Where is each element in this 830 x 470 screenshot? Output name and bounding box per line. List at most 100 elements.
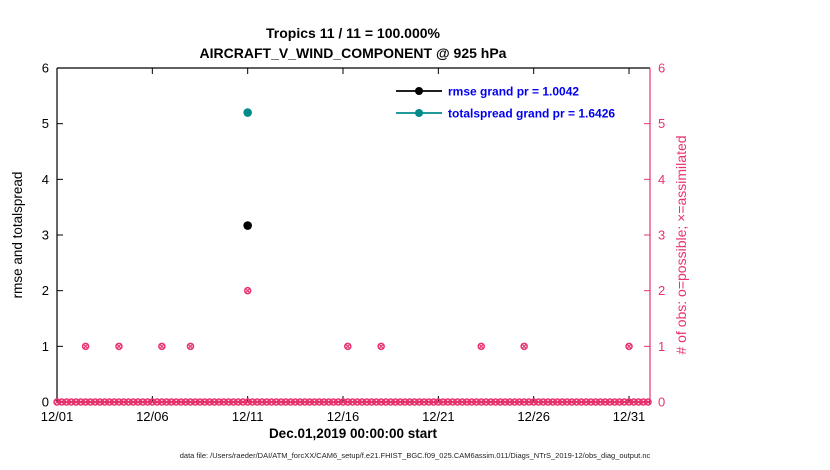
obs-possible-marker (487, 398, 495, 406)
obs-possible-marker (62, 398, 71, 406)
obs-possible-marker (181, 398, 190, 406)
chart-title-line2: AIRCRAFT_V_WIND_COMPONENT @ 925 hPa (200, 45, 507, 61)
obs-possible-marker (315, 398, 323, 406)
obs-possible-marker (115, 398, 123, 406)
legend-label-rmse: rmse grand pr = 1.0042 (448, 84, 579, 98)
obs-possible-marker (272, 398, 281, 406)
obs-possible-marker (220, 398, 228, 406)
obs-possible-marker (248, 398, 257, 406)
y-tick-label-left: 6 (42, 61, 49, 76)
obs-possible-marker (477, 398, 486, 406)
obs-possible-marker (620, 398, 629, 406)
obs-possible-marker (329, 398, 338, 406)
obs-possible-marker (291, 398, 300, 406)
y-tick-label-left: 5 (42, 116, 49, 131)
obs-possible-marker (296, 398, 304, 406)
totalspread-point (243, 108, 252, 117)
x-axis-label: Dec.01,2019 00:00:00 start (269, 426, 438, 441)
obs-possible-marker (210, 398, 219, 406)
obs-possible-marker (501, 398, 509, 406)
obs-possible-marker (367, 398, 376, 406)
obs-possible-marker (577, 398, 586, 406)
legend-marker-totalspread (415, 109, 423, 117)
obs-possible-marker (305, 398, 314, 406)
obs-possible-marker (549, 398, 557, 406)
obs-possible-marker (429, 398, 438, 406)
obs-possible-marker (625, 342, 633, 351)
obs-assimilated-marker (626, 343, 632, 350)
obs-possible-marker (134, 398, 142, 406)
obs-possible-marker (405, 398, 414, 406)
x-tick-label: 12/26 (517, 409, 550, 424)
obs-possible-marker (81, 398, 90, 406)
obs-possible-marker (229, 398, 238, 406)
obs-possible-marker (115, 342, 123, 351)
obs-possible-marker (81, 342, 90, 351)
obs-possible-marker (358, 398, 366, 406)
obs-possible-marker (553, 398, 562, 406)
obs-possible-marker (286, 398, 295, 406)
obs-possible-marker (215, 398, 223, 406)
obs-assimilated-marker (82, 343, 89, 350)
obs-possible-marker (324, 398, 333, 406)
obs-possible-marker (601, 398, 609, 406)
obs-possible-marker (630, 398, 638, 406)
y-tick-label-right: 5 (658, 116, 665, 131)
obs-possible-marker (344, 342, 352, 351)
obs-assimilated-marker (159, 343, 165, 350)
obs-possible-marker (477, 342, 486, 351)
obs-possible-marker (267, 398, 276, 406)
obs-possible-marker (363, 398, 371, 406)
obs-possible-marker (143, 398, 152, 406)
obs-possible-marker (439, 398, 447, 406)
x-tick-label: 12/11 (232, 409, 264, 424)
obs-possible-marker (334, 398, 342, 406)
obs-possible-marker (148, 398, 157, 406)
obs-possible-marker (53, 398, 61, 406)
x-tick-label: 12/06 (136, 409, 169, 424)
obs-possible-marker (401, 398, 409, 406)
obs-possible-marker (243, 398, 252, 406)
y-axis-right-label: # of obs: o=possible; ×=assimilated (673, 135, 689, 354)
y-axis-left-label: rmse and totalspread (10, 172, 25, 299)
obs-possible-marker (377, 342, 385, 351)
obs-possible-marker (339, 398, 347, 406)
rmse-point (243, 221, 252, 230)
obs-possible-marker (539, 398, 547, 406)
obs-assimilated-marker (521, 343, 527, 350)
obs-possible-marker (100, 398, 109, 406)
obs-assimilated-marker (244, 287, 251, 294)
obs-possible-marker (158, 398, 166, 406)
obs-possible-marker (510, 398, 519, 406)
obs-possible-marker (172, 398, 180, 406)
obs-possible-marker (410, 398, 419, 406)
obs-possible-marker (282, 398, 290, 406)
obs-possible-marker (201, 398, 209, 406)
y-tick-label-left: 2 (42, 283, 49, 298)
y-tick-label-left: 1 (42, 339, 49, 354)
x-tick-label: 12/16 (327, 409, 360, 424)
y-tick-label-right: 3 (658, 228, 665, 243)
obs-possible-marker (563, 398, 571, 406)
obs-possible-marker (415, 398, 424, 406)
obs-possible-marker (391, 398, 400, 406)
obs-possible-marker (167, 398, 176, 406)
obs-possible-marker (644, 398, 652, 406)
obs-possible-marker (243, 286, 252, 295)
obs-possible-marker (320, 398, 328, 406)
y-tick-label-right: 1 (658, 339, 665, 354)
obs-possible-marker (96, 398, 104, 406)
obs-possible-marker (591, 398, 600, 406)
obs-possible-marker (353, 398, 362, 406)
obs-possible-marker (110, 398, 118, 406)
obs-possible-marker (258, 398, 266, 406)
obs-possible-marker (91, 398, 99, 406)
obs-possible-marker (239, 398, 247, 406)
obs-possible-marker (310, 398, 319, 406)
obs-possible-marker (105, 398, 114, 406)
obs-possible-marker (482, 398, 490, 406)
obs-possible-marker (119, 398, 128, 406)
obs-possible-marker (496, 398, 505, 406)
legend: rmse grand pr = 1.0042 totalspread grand … (396, 84, 615, 120)
